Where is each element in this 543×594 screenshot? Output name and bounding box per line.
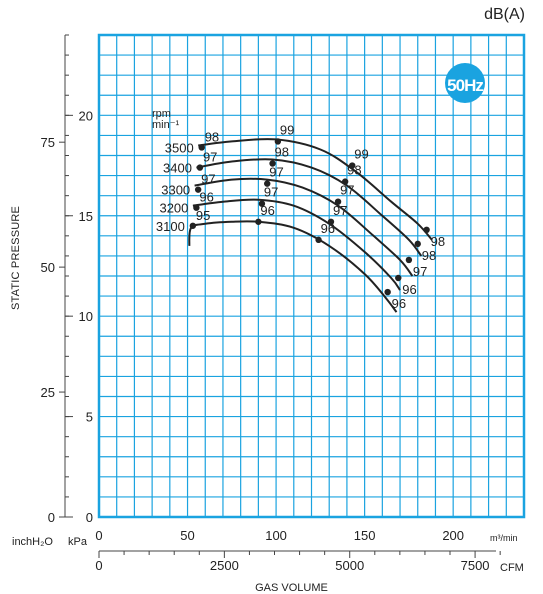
- db-label: 96: [260, 203, 274, 218]
- x-tick-label-cfm: 0: [95, 558, 102, 573]
- y-tick-label-inch: 25: [41, 385, 55, 400]
- curve-point: [189, 222, 197, 229]
- db-label: 98: [422, 248, 436, 263]
- x-tick-label-cfm: 5000: [335, 558, 364, 573]
- db-label: 98: [205, 129, 219, 144]
- rpm-label-3500: 3500: [165, 140, 194, 155]
- y-tick-label-kpa: 0: [86, 510, 93, 525]
- badge-circle: [445, 63, 485, 103]
- curve-point: [341, 178, 349, 185]
- x-tick-label-cfm: 7500: [461, 558, 490, 573]
- y-tick-label-kpa: 10: [79, 309, 93, 324]
- curve-3200: [192, 198, 401, 291]
- curve-point: [414, 240, 421, 248]
- x-tick-label-m3: 150: [354, 528, 376, 543]
- x-tick-label-m3: 50: [180, 528, 194, 543]
- curve-3100: [188, 220, 398, 313]
- db-label: 97: [203, 150, 217, 165]
- curve-point: [327, 218, 335, 225]
- badge-text: 50Hz: [447, 76, 483, 95]
- curve-point: [255, 218, 262, 225]
- x-tick-label-m3: 0: [95, 528, 102, 543]
- db-label: 96: [199, 190, 213, 205]
- x-tick-label-cfm: 2500: [210, 558, 239, 573]
- unit-inch-label: inchH₂O: [12, 536, 53, 548]
- curve-3300: [194, 177, 414, 277]
- curve-point: [423, 226, 430, 234]
- unit-m3-label: m³/min: [490, 533, 518, 543]
- y-axis-title-wrap: STATIC PRESSURE: [6, 206, 24, 310]
- y-tick-label-kpa: 20: [79, 108, 93, 123]
- rpm-label-line2: min⁻¹: [152, 119, 180, 131]
- db-label: 97: [201, 172, 215, 187]
- curve-point: [194, 186, 202, 193]
- unit-dba-label: dB(A): [484, 6, 525, 23]
- db-label: 96: [402, 282, 416, 297]
- y-tick-label-kpa: 5: [86, 410, 93, 425]
- x-axis-title-wrap: GAS VOLUME: [0, 582, 543, 594]
- curve-point: [193, 204, 200, 211]
- curve-point: [395, 274, 402, 282]
- frequency-badge: 50Hz: [445, 63, 485, 103]
- curve-3400: [196, 158, 423, 257]
- plot-frame: [97, 33, 526, 519]
- curve-point: [196, 164, 204, 171]
- curve-3500: [198, 138, 433, 241]
- curve-point: [269, 160, 276, 167]
- db-label: 98: [275, 145, 289, 160]
- curve-point: [349, 162, 356, 169]
- curve-point: [274, 138, 282, 145]
- db-label: 97: [333, 203, 347, 218]
- curve-point: [384, 288, 391, 296]
- db-label: 96: [392, 296, 406, 311]
- x-tick-label-m3: 200: [442, 528, 464, 543]
- db-label: 97: [340, 183, 354, 198]
- db-label: 99: [354, 147, 368, 162]
- db-label: 99: [280, 122, 294, 137]
- curve-point: [405, 256, 413, 264]
- x-tick-label-m3: 100: [265, 528, 287, 543]
- rpm-label-3200: 3200: [159, 201, 188, 216]
- curve-point: [334, 198, 342, 205]
- curve-point: [198, 144, 205, 151]
- db-label: 95: [196, 208, 210, 223]
- rpm-label-3400: 3400: [163, 161, 192, 176]
- db-label: 97: [413, 264, 427, 279]
- rpm-label-3300: 3300: [161, 183, 190, 198]
- y-tick-label-kpa: 15: [79, 209, 93, 224]
- db-label: 97: [269, 165, 283, 180]
- db-label: 98: [347, 163, 361, 178]
- curve-point: [315, 236, 322, 244]
- db-label: 97: [264, 185, 278, 200]
- unit-kpa-label: kPa: [68, 536, 87, 548]
- y-tick-label-inch: 75: [41, 135, 55, 150]
- y-tick-label-inch: 50: [41, 260, 55, 275]
- unit-cfm-label: CFM: [500, 562, 524, 574]
- db-label: 98: [431, 234, 445, 249]
- x-axis-title: GAS VOLUME: [255, 582, 328, 594]
- y-axis-title: STATIC PRESSURE: [10, 205, 22, 310]
- db-label: 96: [321, 221, 335, 236]
- plot-grid: [97, 33, 526, 519]
- rpm-label-line1: rpm: [152, 108, 171, 120]
- curve-point: [258, 200, 266, 207]
- rpm-label-3100: 3100: [156, 219, 185, 234]
- curve-point: [264, 180, 271, 187]
- y-tick-label-inch: 0: [48, 510, 55, 525]
